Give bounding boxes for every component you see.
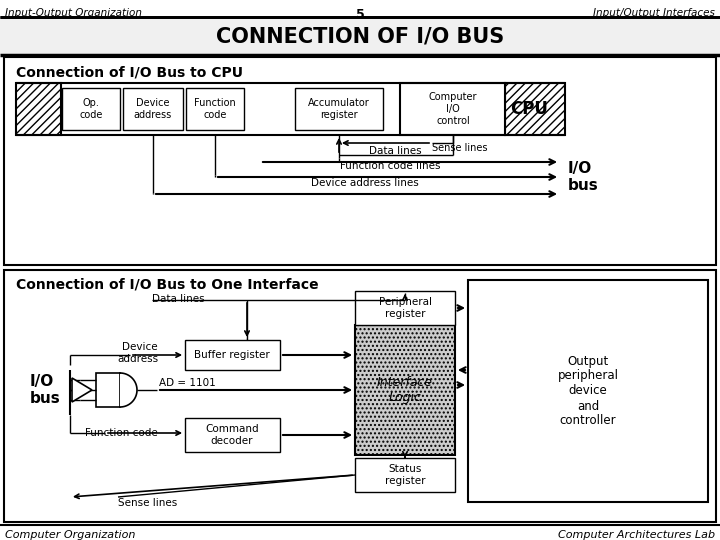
Text: Input/Output Interfaces: Input/Output Interfaces bbox=[593, 8, 715, 18]
Text: Connection of I/O Bus to One Interface: Connection of I/O Bus to One Interface bbox=[16, 278, 319, 292]
Bar bbox=[4, 57, 716, 265]
Text: Device
address: Device address bbox=[117, 342, 158, 364]
Text: Accumulator
register: Accumulator register bbox=[308, 98, 370, 120]
Bar bbox=[355, 458, 455, 492]
Text: Computer Architectures Lab: Computer Architectures Lab bbox=[558, 530, 715, 540]
Bar bbox=[0, 17, 720, 55]
Text: Buffer register: Buffer register bbox=[194, 350, 270, 360]
Text: Interface
Logic: Interface Logic bbox=[377, 376, 433, 404]
Text: Input-Output Organization: Input-Output Organization bbox=[5, 8, 142, 18]
Text: Data lines: Data lines bbox=[152, 294, 204, 304]
Bar bbox=[185, 418, 280, 452]
Text: Function code: Function code bbox=[85, 428, 158, 438]
Text: Status
register: Status register bbox=[384, 464, 426, 486]
Bar bbox=[295, 88, 383, 130]
Text: Device address lines: Device address lines bbox=[311, 178, 419, 188]
Bar bbox=[355, 325, 455, 455]
Text: Function
code: Function code bbox=[194, 98, 236, 120]
Bar bbox=[185, 340, 280, 370]
Bar bbox=[120, 374, 121, 407]
Bar bbox=[4, 270, 716, 522]
Text: Sense lines: Sense lines bbox=[118, 498, 177, 508]
Text: Computer Organization: Computer Organization bbox=[5, 530, 135, 540]
Text: Op.
code: Op. code bbox=[79, 98, 103, 120]
Text: CONNECTION OF I/O BUS: CONNECTION OF I/O BUS bbox=[216, 26, 504, 46]
Text: 5: 5 bbox=[356, 8, 364, 21]
Text: Peripheral
register: Peripheral register bbox=[379, 297, 431, 319]
Text: Output
peripheral
device
and
controller: Output peripheral device and controller bbox=[557, 354, 618, 428]
Bar bbox=[468, 280, 708, 502]
Bar bbox=[355, 291, 455, 325]
Text: Data lines: Data lines bbox=[369, 146, 421, 156]
Polygon shape bbox=[72, 378, 92, 402]
Text: Function code lines: Function code lines bbox=[340, 161, 440, 171]
Bar bbox=[62, 88, 120, 130]
Text: I/O
bus: I/O bus bbox=[30, 374, 60, 406]
Bar bbox=[16, 83, 61, 135]
Text: Sense lines: Sense lines bbox=[432, 143, 487, 153]
Text: I/O
bus: I/O bus bbox=[568, 161, 599, 193]
Bar bbox=[123, 88, 183, 130]
Text: Computer
I/O
control: Computer I/O control bbox=[428, 92, 477, 126]
Text: Connection of I/O Bus to CPU: Connection of I/O Bus to CPU bbox=[16, 65, 243, 79]
Text: Device
address: Device address bbox=[134, 98, 172, 120]
Bar bbox=[400, 83, 505, 135]
Bar bbox=[96, 373, 120, 407]
Text: CPU: CPU bbox=[510, 100, 548, 118]
Bar bbox=[186, 88, 244, 130]
Text: Command
decoder: Command decoder bbox=[205, 424, 258, 446]
Bar bbox=[505, 83, 565, 135]
Text: AD = 1101: AD = 1101 bbox=[159, 378, 216, 388]
